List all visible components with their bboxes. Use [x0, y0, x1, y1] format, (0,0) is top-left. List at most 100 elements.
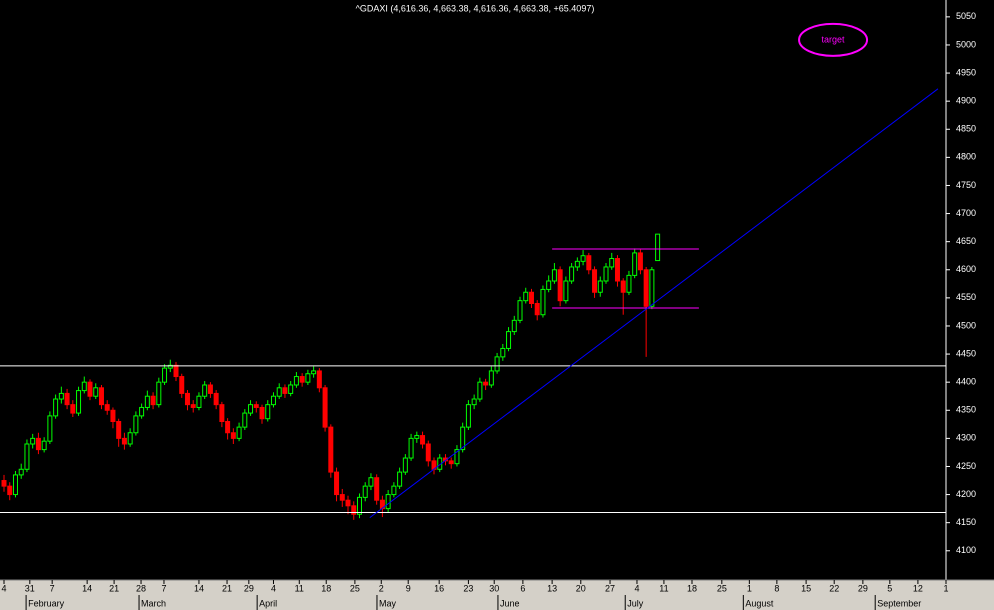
candle-body — [64, 392, 70, 406]
candle-body — [253, 404, 259, 408]
candle-body — [98, 387, 104, 406]
candle-body — [557, 269, 563, 302]
candle-body — [58, 392, 64, 400]
candle-body — [391, 485, 397, 496]
candle-body — [236, 426, 242, 439]
candle-body — [517, 300, 523, 321]
x-tick-label: 9 — [406, 583, 411, 593]
candle-body — [551, 269, 557, 282]
candle-body — [127, 432, 133, 445]
month-label: September — [877, 598, 921, 608]
x-tick-label: 22 — [829, 583, 839, 593]
x-tick-label: 25 — [717, 583, 727, 593]
candle-body — [597, 280, 603, 293]
candle-body — [580, 255, 586, 262]
x-tick-label: 13 — [547, 583, 557, 593]
candle-body — [316, 370, 322, 389]
x-tick-label: 30 — [489, 583, 499, 593]
candle-body — [213, 392, 219, 406]
candle-body — [500, 347, 506, 358]
candle-body — [288, 384, 294, 394]
candle-body — [93, 387, 99, 397]
x-tick-label: 1 — [747, 583, 752, 593]
candle-body — [546, 280, 552, 290]
y-tick-label: 4750 — [956, 180, 976, 190]
y-tick-label: 4450 — [956, 348, 976, 358]
candle-body — [144, 395, 150, 408]
candle-body — [511, 319, 517, 333]
candle-body — [345, 499, 351, 507]
candle-body — [87, 381, 93, 397]
candle-body — [70, 404, 76, 414]
candle-body — [81, 381, 87, 392]
candle-body — [242, 412, 248, 428]
x-tick-label: 11 — [659, 583, 668, 593]
candle-body — [18, 468, 24, 476]
x-tick-label: 12 — [913, 583, 923, 593]
x-tick-label: 4 — [271, 583, 276, 593]
x-tick-label: 14 — [82, 583, 92, 593]
x-tick-label: 25 — [350, 583, 360, 593]
candle-body — [488, 370, 494, 386]
month-label: February — [28, 598, 65, 608]
candle-body — [420, 435, 426, 445]
candle-body — [30, 437, 36, 445]
candle-body — [649, 269, 655, 307]
x-axis-panel — [0, 580, 994, 610]
candle-body — [574, 260, 580, 268]
candle-body — [35, 437, 41, 451]
candle-body — [162, 367, 168, 383]
candle-body — [322, 387, 328, 428]
annotation-ellipse — [798, 22, 869, 57]
candle-body — [402, 457, 408, 473]
candle-body — [104, 404, 110, 411]
candle-body — [230, 432, 236, 439]
candle-body — [414, 435, 420, 439]
candle-body — [76, 390, 82, 414]
candle-body — [655, 233, 661, 262]
candle-body — [248, 404, 254, 414]
x-tick-label: 23 — [463, 583, 473, 593]
candle-body — [339, 494, 345, 501]
y-tick-label: 4650 — [956, 236, 976, 246]
candle-body — [368, 477, 374, 487]
candle-body — [471, 398, 477, 406]
x-tick-label: 15 — [801, 583, 811, 593]
month-label: April — [259, 598, 277, 608]
candle-body — [454, 449, 460, 465]
candle-body — [207, 384, 213, 394]
y-tick-label: 4500 — [956, 320, 976, 330]
x-tick-label: 21 — [222, 583, 232, 593]
x-tick-label: 29 — [244, 583, 254, 593]
candle-body — [116, 421, 122, 439]
candle-body — [528, 291, 534, 304]
candle-body — [139, 406, 145, 417]
candle-body — [592, 269, 598, 293]
y-tick-label: 5050 — [956, 11, 976, 21]
candle-body — [110, 409, 116, 423]
candle-body — [506, 331, 512, 349]
x-tick-label: 18 — [687, 583, 697, 593]
candle-body — [265, 404, 271, 420]
candle-body — [311, 370, 317, 375]
x-tick-label: 31 — [25, 583, 35, 593]
candle-body — [179, 376, 185, 394]
x-tick-label: 2 — [379, 583, 384, 593]
y-tick-label: 4600 — [956, 264, 976, 274]
candle-body — [397, 471, 403, 487]
x-tick-label: 27 — [605, 583, 615, 593]
candle-body — [374, 477, 380, 501]
candle-body — [24, 443, 30, 470]
x-tick-label: 28 — [136, 583, 146, 593]
x-tick-label: 6 — [520, 583, 525, 593]
candle-body — [47, 415, 53, 442]
x-tick-label: 8 — [774, 583, 779, 593]
candle-body — [202, 384, 208, 397]
x-tick-label: 4 — [2, 583, 7, 593]
x-tick-label: 5 — [887, 583, 892, 593]
candle-body — [219, 404, 225, 423]
candle-body — [225, 421, 231, 434]
annotation-text: target — [822, 34, 846, 44]
